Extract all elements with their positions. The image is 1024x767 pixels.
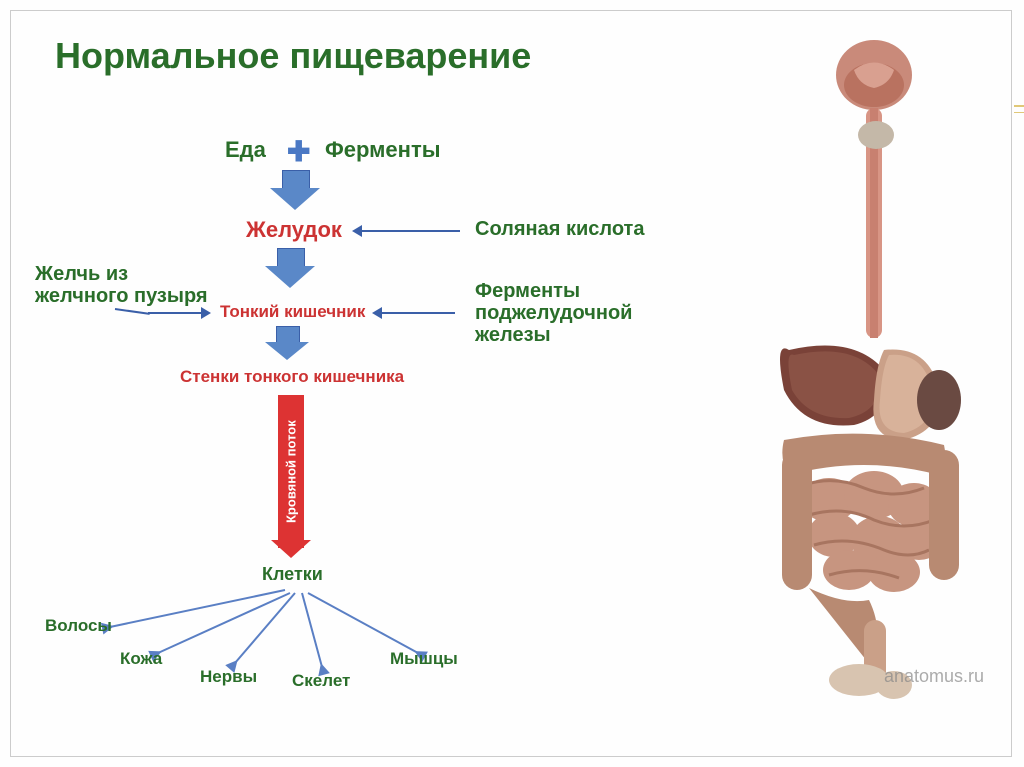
arrow-pancreas bbox=[380, 312, 455, 314]
node-intestine-walls: Стенки тонкого кишечника bbox=[180, 368, 404, 387]
down-arrow-1 bbox=[270, 170, 320, 210]
node-muscles: Мышцы bbox=[390, 650, 458, 669]
diagram-container: Нормальное пищеварение Еда ✚ Ферменты Же… bbox=[0, 0, 1024, 767]
node-hcl: Соляная кислота bbox=[475, 218, 644, 240]
node-pancreas: Ферментыподжелудочнойжелезы bbox=[475, 280, 632, 346]
arrow-hcl bbox=[360, 230, 460, 232]
watermark: anatomus.ru bbox=[884, 666, 984, 687]
node-enzymes: Ферменты bbox=[325, 138, 441, 162]
node-hair: Волосы bbox=[45, 617, 112, 636]
node-skeleton: Скелет bbox=[292, 672, 350, 691]
node-nerves: Нервы bbox=[200, 668, 257, 687]
plus-icon: ✚ bbox=[287, 135, 310, 168]
accent-rule bbox=[1014, 105, 1024, 113]
node-food: Еда bbox=[225, 138, 266, 162]
page-title: Нормальное пищеварение bbox=[55, 35, 531, 77]
node-stomach: Желудок bbox=[246, 218, 342, 242]
node-bile: Желчь изжелчного пузыря bbox=[35, 263, 208, 307]
down-arrow-3 bbox=[265, 326, 309, 360]
node-small-intestine: Тонкий кишечник bbox=[220, 303, 365, 322]
node-skin: Кожа bbox=[120, 650, 162, 669]
down-arrow-2 bbox=[265, 248, 315, 288]
node-cells: Клетки bbox=[262, 565, 323, 585]
arrow-bile bbox=[148, 312, 203, 314]
fanout-arrows bbox=[50, 585, 520, 685]
bloodflow-bar: Кровяной поток bbox=[278, 395, 304, 548]
anatomy-illustration bbox=[734, 30, 994, 710]
bloodflow-arrowhead bbox=[271, 540, 311, 558]
